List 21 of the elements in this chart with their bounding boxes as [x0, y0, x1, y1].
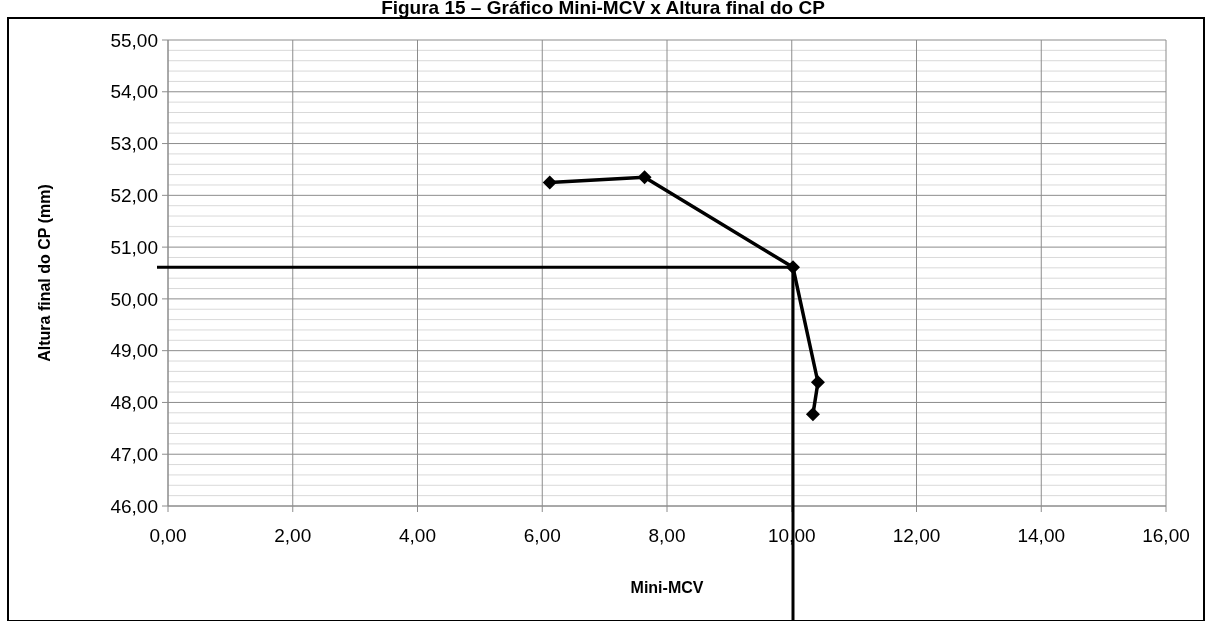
y-axis-title: Altura final do CP (mm) [36, 184, 53, 362]
x-axis-title: Mini-MCV [630, 579, 704, 596]
x-tick-label: 14,00 [1017, 525, 1066, 546]
y-tick-label: 54,00 [110, 81, 158, 103]
y-tick-label: 46,00 [110, 495, 158, 517]
y-tick-label: 47,00 [110, 443, 158, 465]
y-tick-label: 52,00 [110, 184, 158, 206]
x-tick-label: 2,00 [274, 525, 312, 546]
x-tick-label: 12,00 [892, 525, 941, 546]
y-tick-label: 53,00 [110, 133, 158, 155]
x-tick-label: 6,00 [523, 525, 561, 546]
y-tick-label: 49,00 [110, 340, 158, 362]
y-tick-label: 51,00 [110, 236, 158, 258]
x-tick-label: 4,00 [399, 525, 436, 546]
y-tick-label: 48,00 [110, 392, 158, 414]
x-tick-label: 16,00 [1142, 525, 1190, 546]
x-tick-label: 0,00 [149, 525, 187, 546]
chart-title: Figura 15 – Gráfico Mini-MCV x Altura final do CP [381, 0, 826, 18]
y-tick-label: 55,00 [110, 29, 158, 51]
y-tick-label: 50,00 [110, 288, 158, 310]
x-tick-label: 8,00 [648, 525, 686, 546]
